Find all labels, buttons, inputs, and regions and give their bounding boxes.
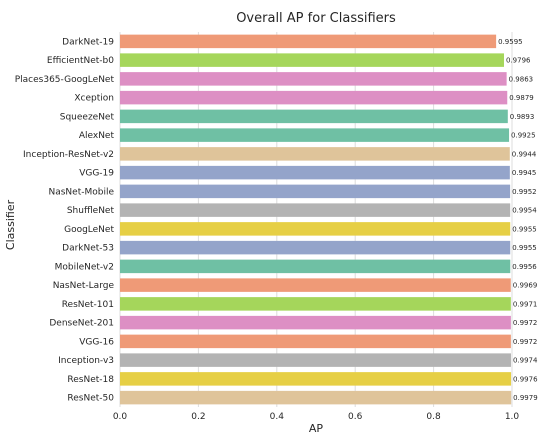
x-tick-label: 0.6	[348, 412, 363, 422]
x-tick-label: 0.4	[270, 412, 285, 422]
y-axis-label: Classifier	[4, 199, 17, 250]
y-tick-label: VGG-16	[79, 337, 114, 347]
bar	[120, 240, 511, 255]
y-tick-label: Inception-v3	[58, 356, 114, 366]
bar	[120, 165, 510, 180]
bar	[120, 353, 511, 367]
y-tick-label: Xception	[74, 94, 114, 104]
y-tick-label: SqueezeNet	[60, 112, 115, 122]
x-tick-label: 0.8	[426, 412, 441, 422]
value-label: 0.9893	[510, 113, 535, 121]
bar	[120, 184, 511, 199]
y-tick-label: Places365-GoogLeNet	[15, 75, 115, 85]
bar	[120, 297, 511, 311]
bar	[120, 278, 511, 292]
chart-title: Overall AP for Classifiers	[236, 11, 396, 26]
bar	[120, 128, 510, 142]
bar	[120, 90, 508, 105]
bar	[120, 222, 511, 236]
y-tick-label: GoogLeNet	[64, 225, 114, 235]
y-tick-label: NasNet-Mobile	[48, 187, 114, 197]
y-tick-label: DenseNet-201	[49, 319, 114, 329]
value-label: 0.9925	[511, 132, 536, 140]
value-label: 0.9955	[512, 244, 537, 252]
value-label: 0.9976	[513, 375, 538, 383]
value-label: 0.9955	[512, 225, 537, 233]
bar	[120, 259, 511, 274]
y-tick-label: NasNet-Large	[53, 281, 115, 291]
bar	[120, 34, 497, 49]
value-label: 0.9969	[513, 282, 538, 290]
y-tick-label: MobileNet-v2	[55, 262, 114, 272]
bar	[120, 390, 512, 405]
y-tick-label: AlexNet	[79, 131, 115, 141]
bar	[120, 334, 511, 349]
bar	[120, 203, 511, 217]
y-tick-label: ResNet-18	[67, 375, 114, 385]
bar	[120, 372, 512, 386]
bar	[120, 315, 511, 330]
bar	[120, 72, 507, 86]
y-tick-label: ResNet-101	[62, 300, 114, 310]
bar	[120, 147, 510, 161]
value-label: 0.9944	[512, 150, 537, 158]
value-label: 0.9863	[509, 75, 534, 83]
y-tick-label: ShuffleNet	[67, 206, 115, 216]
grid-lines	[119, 32, 513, 407]
value-label: 0.9974	[513, 357, 538, 365]
y-tick-label: ResNet-50	[67, 394, 114, 404]
x-axis-label: AP	[309, 422, 324, 435]
y-tick-labels: DarkNet-19 EfficientNet-b0 Places365-GoogL…	[15, 37, 115, 403]
value-label: 0.9945	[512, 169, 537, 177]
y-tick-label: DarkNet-53	[62, 244, 114, 254]
bar	[120, 109, 508, 124]
value-label: 0.9972	[513, 319, 538, 327]
value-label: 0.9796	[506, 57, 531, 65]
value-label: 0.9979	[513, 394, 538, 402]
bars-group	[120, 34, 512, 405]
y-tick-label: EfficientNet-b0	[47, 56, 114, 66]
value-label: 0.9952	[512, 188, 537, 196]
value-labels: 0.9595 0.9796 0.9863 0.9879 0.9893 0.9925 0.99…	[498, 38, 538, 402]
value-label: 0.9879	[509, 94, 534, 102]
x-tick-label: 0.0	[113, 412, 128, 422]
bar	[120, 53, 505, 67]
y-tick-label: DarkNet-19	[62, 37, 114, 47]
value-label: 0.9956	[512, 263, 537, 271]
x-tick-label: 0.2	[191, 412, 205, 422]
x-tick-label: 1.0	[505, 412, 520, 422]
value-label: 0.9972	[513, 338, 538, 346]
value-label: 0.9954	[512, 207, 537, 215]
value-label: 0.9971	[513, 300, 538, 308]
y-tick-label: Inception-ResNet-v2	[23, 150, 114, 160]
value-label: 0.9595	[498, 38, 523, 46]
y-tick-label: VGG-19	[79, 169, 114, 179]
x-tick-labels: 0.0 0.2 0.4 0.6 0.8 1.0	[113, 412, 520, 422]
